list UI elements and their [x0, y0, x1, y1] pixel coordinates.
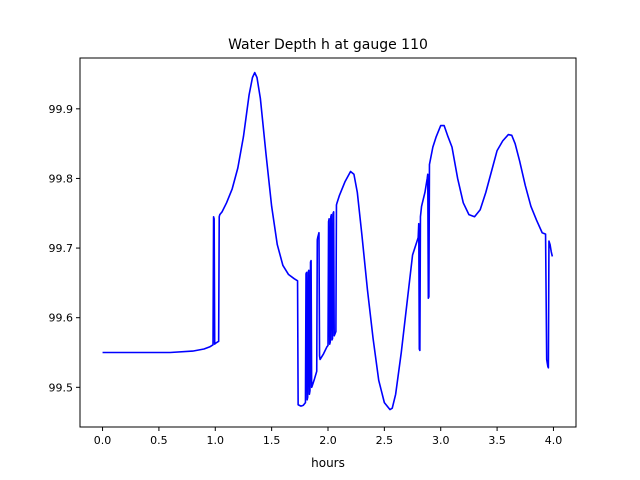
- y-tick-label: 99.6: [49, 312, 74, 325]
- y-tick-label: 99.8: [49, 172, 74, 185]
- plot-frame: [79, 57, 577, 428]
- x-tick-label: 2.5: [376, 434, 394, 447]
- x-tick-label: 4.0: [545, 434, 563, 447]
- y-tick-label: 99.7: [49, 242, 74, 255]
- x-tick-label: 2.0: [319, 434, 337, 447]
- series-line-0: [102, 71, 554, 411]
- y-tick-label: 99.5: [49, 381, 74, 394]
- x-axis-label: hours: [311, 456, 345, 470]
- x-tick-label: 3.5: [488, 434, 506, 447]
- x-tick-label: 1.0: [207, 434, 225, 447]
- chart-title: Water Depth h at gauge 110: [228, 37, 428, 53]
- plot-area: [102, 71, 554, 411]
- y-tick-label: 99.9: [49, 103, 74, 116]
- x-tick-label: 0.5: [150, 434, 168, 447]
- x-axis: 0.0 0.5 1.0 1.5 2.0 2.5 3.0 3.5 4.0: [94, 427, 562, 447]
- x-tick-label: 0.0: [94, 434, 112, 447]
- x-tick-label: 1.5: [263, 434, 281, 447]
- x-tick-label: 3.0: [432, 434, 450, 447]
- y-axis: 99.5 99.6 99.7 99.8 99.9: [49, 103, 80, 394]
